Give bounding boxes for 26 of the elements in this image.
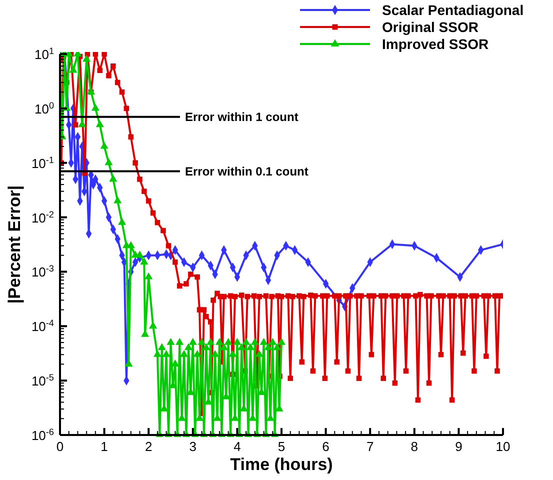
- x-tick-label: 0: [56, 439, 64, 454]
- x-tick-label: 4: [234, 439, 241, 454]
- x-tick-label: 8: [410, 439, 418, 454]
- ref-line-label: Error within 0.1 count: [185, 164, 308, 178]
- x-tick-label: 1: [100, 439, 108, 454]
- x-tick-label: 3: [189, 439, 197, 454]
- x-tick-label: 2: [144, 439, 152, 454]
- y-tick-label: 10$^{0}$: [34, 100, 54, 116]
- y-tick-label: 10$^{-2}$: [31, 209, 54, 226]
- x-axis-title: Time (hours): [230, 455, 333, 474]
- x-tick-label: 7: [366, 439, 374, 454]
- y-tick-label: 10$^{-6}$: [31, 427, 54, 443]
- x-tick-label: 9: [455, 439, 462, 454]
- legend-label: Improved SSOR: [382, 36, 489, 52]
- y-tick-label: 10$^{-3}$: [31, 264, 54, 280]
- ref-line-label: Error within 1 count: [185, 110, 298, 124]
- legend-label: Scalar Pentadiagonal: [382, 2, 524, 18]
- y-tick-label: 10$^{-5}$: [31, 372, 54, 389]
- legend-label: Original SSOR: [382, 19, 478, 35]
- y-axis-title: |Percent Error|: [5, 185, 24, 304]
- x-tick-label: 6: [322, 439, 330, 454]
- y-tick-label: 10$^{1}$: [34, 46, 54, 62]
- x-tick-label: 10: [496, 439, 510, 454]
- x-tick-label: 5: [278, 439, 286, 454]
- y-tick-label: 10$^{-4}$: [31, 318, 54, 334]
- y-tick-label: 10$^{-1}$: [31, 154, 54, 171]
